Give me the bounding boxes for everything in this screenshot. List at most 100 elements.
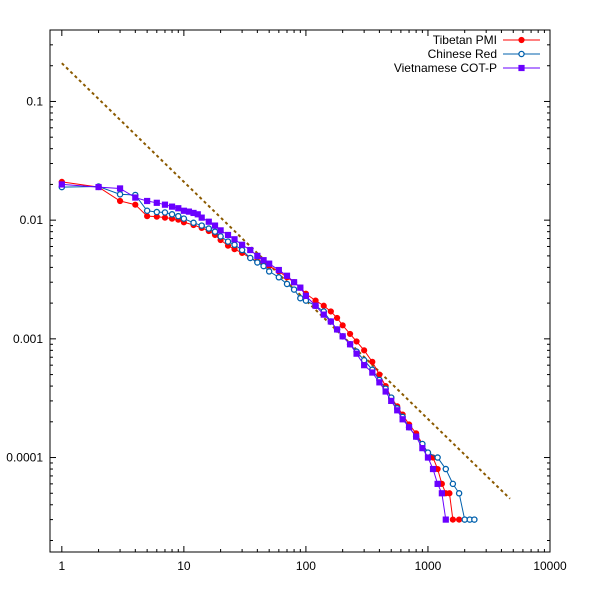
- data-point: [175, 212, 182, 220]
- data-point: [456, 516, 463, 523]
- series-line: [61, 183, 447, 520]
- data-point: [471, 516, 478, 523]
- data-point: [369, 369, 376, 376]
- data-point: [361, 347, 368, 354]
- data-point: [116, 197, 124, 205]
- data-point: [247, 246, 254, 254]
- data-point: [153, 199, 160, 206]
- data-point: [231, 236, 238, 243]
- data-point: [143, 207, 151, 215]
- series-group: [58, 178, 478, 523]
- y-tick-label: 0.1: [26, 94, 43, 108]
- data-point: [320, 311, 327, 318]
- data-point: [290, 286, 298, 293]
- data-point: [238, 246, 246, 254]
- data-point: [116, 191, 124, 198]
- data-point: [194, 211, 201, 218]
- data-point: [449, 516, 456, 523]
- data-point: [446, 490, 453, 497]
- data-point: [297, 284, 304, 291]
- legend-entry: Vietnamese COT-P: [394, 61, 540, 75]
- data-point: [442, 465, 450, 473]
- data-point: [132, 194, 139, 201]
- y-tick-label: 0.01: [20, 213, 44, 227]
- data-point: [190, 219, 197, 227]
- data-point: [224, 231, 232, 239]
- data-point: [144, 197, 151, 205]
- data-point: [290, 279, 298, 286]
- data-point: [205, 218, 212, 225]
- data-point: [180, 207, 187, 214]
- data-point: [247, 254, 254, 262]
- data-point: [275, 266, 282, 274]
- data-point: [153, 208, 161, 216]
- data-point: [361, 362, 368, 369]
- data-point: [449, 480, 457, 488]
- data-point: [211, 222, 219, 229]
- data-point: [180, 215, 188, 222]
- data-point: [217, 233, 224, 240]
- data-point: [346, 341, 354, 348]
- data-point: [266, 260, 273, 267]
- data-point: [260, 257, 267, 264]
- data-point: [254, 252, 261, 259]
- data-point: [58, 181, 65, 188]
- data-point: [399, 416, 406, 423]
- data-point: [455, 490, 463, 497]
- data-point: [144, 213, 151, 220]
- data-point: [339, 333, 346, 340]
- data-point: [265, 268, 273, 275]
- data-point: [394, 407, 401, 414]
- x-tick-label: 10: [177, 559, 191, 573]
- data-point: [327, 308, 334, 315]
- data-point: [434, 454, 441, 461]
- legend-entry: Chinese Red: [428, 47, 540, 61]
- x-tick-label: 10000: [533, 559, 567, 573]
- data-point: [327, 318, 334, 325]
- data-point: [429, 465, 437, 473]
- data-point: [161, 209, 169, 216]
- legend-entry: Tibetan PMI: [433, 33, 540, 47]
- axis-ticks: 1 10 100 1000 10000 0.1 0.01 0.001 0.0001: [6, 29, 567, 573]
- data-point: [231, 241, 238, 249]
- data-point: [260, 262, 267, 270]
- series-2: [58, 181, 449, 523]
- data-point: [312, 297, 319, 304]
- data-point: [217, 227, 224, 234]
- data-point: [339, 322, 346, 329]
- data-point: [376, 371, 383, 378]
- data-point: [168, 211, 176, 218]
- data-point: [205, 225, 213, 232]
- data-point: [198, 222, 205, 229]
- data-point: [238, 241, 246, 248]
- plot-frame-group: [49, 29, 551, 553]
- x-tick-label: 1: [58, 559, 65, 573]
- data-point: [434, 480, 441, 487]
- data-point: [333, 326, 341, 333]
- data-point: [320, 302, 327, 309]
- data-point: [175, 205, 182, 212]
- data-point: [346, 330, 354, 338]
- data-point: [419, 445, 426, 452]
- data-point: [353, 338, 360, 345]
- y-tick-label: 0.001: [13, 332, 43, 346]
- data-point: [211, 228, 219, 235]
- data-point: [161, 214, 169, 221]
- series-line: [61, 186, 475, 521]
- data-point: [168, 203, 176, 210]
- data-point: [283, 272, 291, 279]
- data-point: [424, 454, 432, 461]
- data-point: [382, 388, 389, 395]
- data-point: [388, 397, 395, 405]
- x-tick-label: 100: [296, 559, 316, 573]
- legend-label: Vietnamese COT-P: [394, 61, 497, 75]
- plot-frame: [49, 29, 551, 553]
- data-point: [442, 516, 449, 523]
- data-point: [353, 350, 360, 357]
- data-point: [405, 424, 413, 431]
- data-point: [518, 36, 525, 44]
- data-point: [518, 50, 525, 58]
- data-point: [376, 379, 383, 386]
- data-point: [312, 302, 319, 309]
